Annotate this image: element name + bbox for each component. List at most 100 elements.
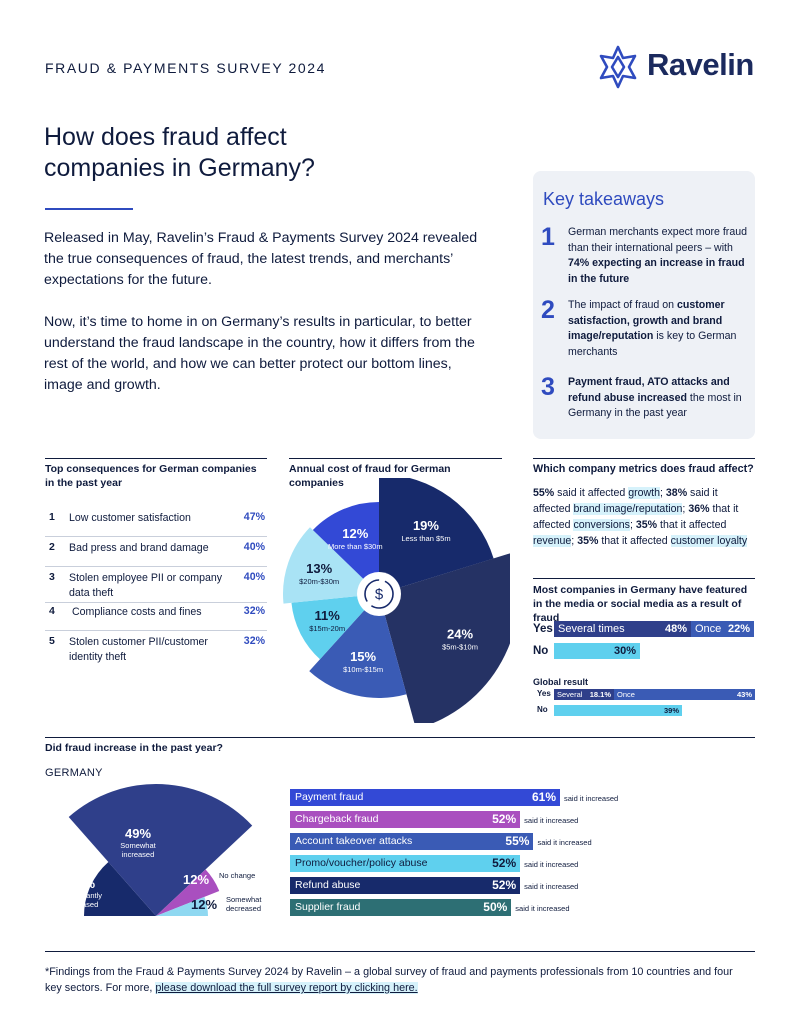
bar-label: Supplier fraud — [295, 901, 361, 913]
row-number: 1 — [49, 511, 55, 523]
increase-slice — [156, 896, 208, 916]
metrics-heading: Which company metrics does fraud affect? — [533, 463, 754, 475]
bar-label: Account takeover attacks — [295, 835, 413, 847]
cost-category-label: $10m-$15m — [343, 665, 383, 674]
title-divider — [45, 208, 133, 210]
dollar-cycle-icon: $ — [364, 579, 394, 609]
bar-value: 30% — [613, 645, 636, 657]
global-yes-label: Yes — [537, 689, 551, 698]
annual-cost-heading: Annual cost of fraud for German companie… — [289, 463, 451, 489]
bar-value: 61% — [531, 790, 556, 804]
cost-value-label: 15% — [350, 649, 376, 664]
cost-slice — [379, 553, 510, 723]
download-report-link[interactable]: please download the full survey report b… — [155, 982, 418, 994]
metric-text: 35% — [635, 519, 658, 531]
key-takeaways-title: Key takeaways — [543, 189, 665, 209]
cost-slice — [283, 527, 379, 604]
row-label: Low customer satisfaction — [69, 512, 191, 524]
increase-category-label: No change — [219, 871, 255, 880]
row-label: Stolen customer PII/customer identity th… — [69, 636, 208, 663]
footer-text: *Findings from the Fraud & Payments Surv… — [45, 966, 733, 994]
increase-slice — [84, 861, 156, 916]
no-label: No — [533, 645, 549, 657]
metric-highlight: brand image/reputation — [573, 503, 683, 515]
bar-value: 52% — [492, 812, 517, 826]
no-bar: 30% — [554, 643, 640, 659]
cost-slice — [309, 594, 407, 698]
section-divider — [533, 578, 755, 579]
increase-bar: Chargeback fraud 52% — [290, 811, 521, 828]
cost-value-label: 19% — [413, 518, 439, 533]
increase-bar: Promo/voucher/policy abuse 52% — [290, 855, 521, 872]
takeaway-text: Payment fraud, ATO attacks and refund ab… — [568, 376, 742, 419]
row-value: 32% — [243, 605, 265, 617]
consequences-heading: Top consequences for German companies in… — [45, 463, 257, 489]
global-yes-once-bar: Once 43% — [614, 689, 755, 700]
cost-category-label: More than $30m — [328, 542, 383, 551]
row-label: Stolen employee PII or company data thef… — [69, 572, 223, 599]
metric-highlight: revenue — [533, 535, 572, 547]
metric-text: said it affected — [533, 487, 718, 515]
increase-bar: Supplier fraud 50% — [290, 899, 512, 916]
cost-slice — [291, 594, 379, 660]
cost-slice — [312, 502, 379, 594]
logo-text: Ravelin — [647, 47, 754, 82]
increase-category-label: Significantly increased — [62, 891, 102, 909]
bar-note: said it increased — [524, 860, 579, 869]
row-value: 47% — [243, 511, 265, 523]
cost-category-label: $5m-$10m — [442, 642, 478, 651]
consequence-row: 5 Stolen customer PII/customer identity … — [45, 635, 267, 667]
row-value: 32% — [243, 635, 265, 647]
metric-text: ; — [660, 487, 666, 499]
row-value: 40% — [243, 571, 265, 583]
section-divider — [289, 458, 502, 459]
increase-bar: Refund abuse 52% — [290, 877, 521, 894]
cost-value-label: 13% — [306, 561, 332, 576]
takeaway-text: German merchants expect more fraud than … — [568, 226, 747, 285]
cost-category-label: $15m-20m — [309, 624, 345, 633]
page-title: How does fraud affect companies in Germa… — [44, 122, 464, 184]
bar-note: said it increased — [564, 794, 619, 803]
bar-label: Once — [695, 623, 722, 635]
ravelin-logo[interactable]: Ravelin — [595, 44, 770, 90]
consequence-row: 4 Compliance costs and fines 32% — [45, 605, 267, 631]
annual-cost-chart: $ 19%Less than $5m 24%$5m-$10m 15%$10m-$15… — [283, 478, 510, 723]
page-title-line: companies in Germany? — [44, 154, 315, 182]
row-label: Compliance costs and fines — [72, 606, 202, 618]
consequence-row: 3 Stolen employee PII or company data th… — [45, 571, 267, 603]
cost-value-label: 11% — [315, 608, 341, 623]
global-result-heading: Global result — [533, 677, 589, 687]
bar-label: Several — [557, 690, 583, 699]
metric-highlight: growth — [628, 487, 661, 499]
bar-label: Payment fraud — [295, 791, 364, 803]
ravelin-star-icon — [599, 45, 637, 89]
bar-label: Refund abuse — [295, 879, 361, 891]
metric-text: 55% — [533, 487, 555, 499]
metric-text: that it affected — [533, 503, 739, 531]
bar-value: 48% — [664, 623, 687, 635]
bar-label: Promo/voucher/policy abuse — [295, 857, 428, 869]
bar-label: Several times — [558, 623, 625, 635]
bar-value: 22% — [727, 623, 750, 635]
row-number: 5 — [49, 635, 55, 647]
bar-value: 52% — [492, 856, 517, 870]
metric-text: that it affected — [598, 535, 671, 547]
bar-note: said it increased — [524, 882, 579, 891]
increase-pie-chart: 27% 49% 12% 12% Significantly increased Somewh… — [62, 784, 262, 916]
svg-text:$: $ — [375, 586, 384, 603]
page-title-line: How does fraud affect — [44, 123, 287, 151]
chart-center — [357, 572, 401, 616]
bar-label: Once — [617, 690, 635, 699]
media-heading: Most companies in Germany have featured … — [533, 584, 748, 624]
increase-bar: Payment fraud 61% — [290, 789, 560, 806]
metric-text: ; — [682, 503, 689, 515]
row-number: 4 — [49, 605, 55, 617]
bar-value: 18.1% — [589, 690, 611, 699]
increase-value-label: 27% — [69, 876, 95, 891]
metric-text: said it affected — [554, 487, 629, 499]
metric-text: 36% — [688, 503, 710, 515]
yes-label: Yes — [533, 623, 553, 635]
metric-text: 38% — [665, 487, 688, 499]
takeaway-text: The impact of fraud on customer satisfac… — [568, 299, 737, 358]
takeaway-number: 2 — [541, 296, 555, 324]
